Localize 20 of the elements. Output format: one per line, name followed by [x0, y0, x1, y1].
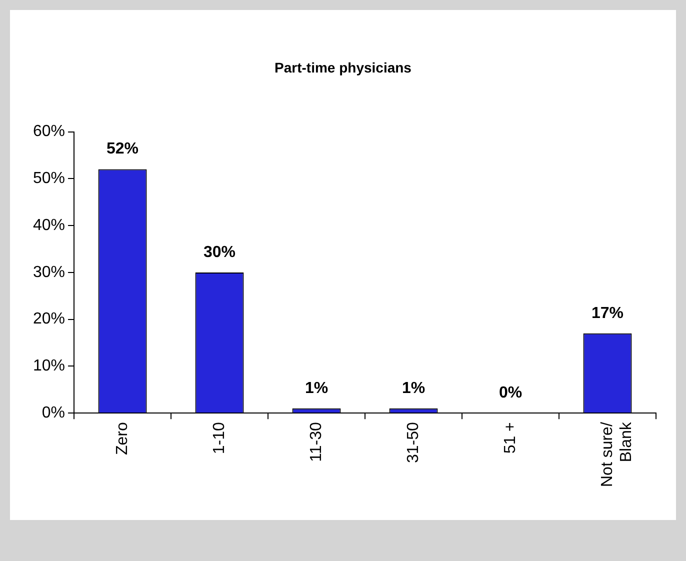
- y-tick-label: 30%: [32, 264, 66, 281]
- x-tick-label: Zero: [114, 422, 131, 455]
- x-tick-label: 11-30: [308, 422, 325, 462]
- data-label: 52%: [106, 140, 139, 158]
- y-tick-label: 20%: [32, 310, 66, 328]
- y-tick-label: 60%: [32, 123, 66, 140]
- y-tick-label: 0%: [42, 404, 66, 422]
- y-tick-label: 40%: [32, 216, 66, 234]
- x-tick-label: 51 +: [502, 422, 519, 454]
- x-tick-label: 1-10: [210, 422, 228, 454]
- data-label: 17%: [591, 304, 624, 322]
- x-tick-label: Not sure/ Blank: [598, 421, 636, 488]
- y-tick-label: 10%: [32, 358, 66, 375]
- data-label: 1%: [402, 380, 426, 397]
- x-tick-label: 31-50: [404, 422, 422, 464]
- data-label: 1%: [304, 380, 328, 397]
- data-label: 0%: [498, 384, 522, 402]
- data-label: 30%: [204, 244, 236, 261]
- y-tick-label: 50%: [32, 170, 66, 188]
- chart-title: Part-time physicians: [274, 59, 412, 76]
